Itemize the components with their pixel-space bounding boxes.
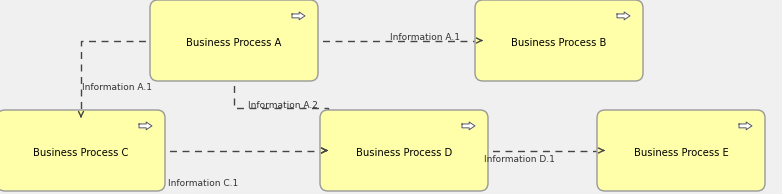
Text: Information A.1: Information A.1 xyxy=(82,83,152,93)
Text: Information C.1: Information C.1 xyxy=(168,179,239,189)
FancyBboxPatch shape xyxy=(0,110,165,191)
Text: Information D.1: Information D.1 xyxy=(484,156,555,165)
Text: Business Process E: Business Process E xyxy=(633,148,728,158)
Text: Business Process C: Business Process C xyxy=(34,148,129,158)
Text: Information A.2: Information A.2 xyxy=(248,100,317,109)
FancyBboxPatch shape xyxy=(320,110,488,191)
FancyBboxPatch shape xyxy=(597,110,765,191)
Text: Business Process D: Business Process D xyxy=(356,148,452,158)
Polygon shape xyxy=(739,122,752,130)
Text: Information A.1: Information A.1 xyxy=(390,33,460,42)
FancyBboxPatch shape xyxy=(150,0,318,81)
FancyBboxPatch shape xyxy=(475,0,643,81)
Text: Business Process B: Business Process B xyxy=(511,38,607,48)
Polygon shape xyxy=(292,12,305,20)
Polygon shape xyxy=(617,12,630,20)
Polygon shape xyxy=(462,122,475,130)
Polygon shape xyxy=(139,122,152,130)
Text: Business Process A: Business Process A xyxy=(186,38,282,48)
